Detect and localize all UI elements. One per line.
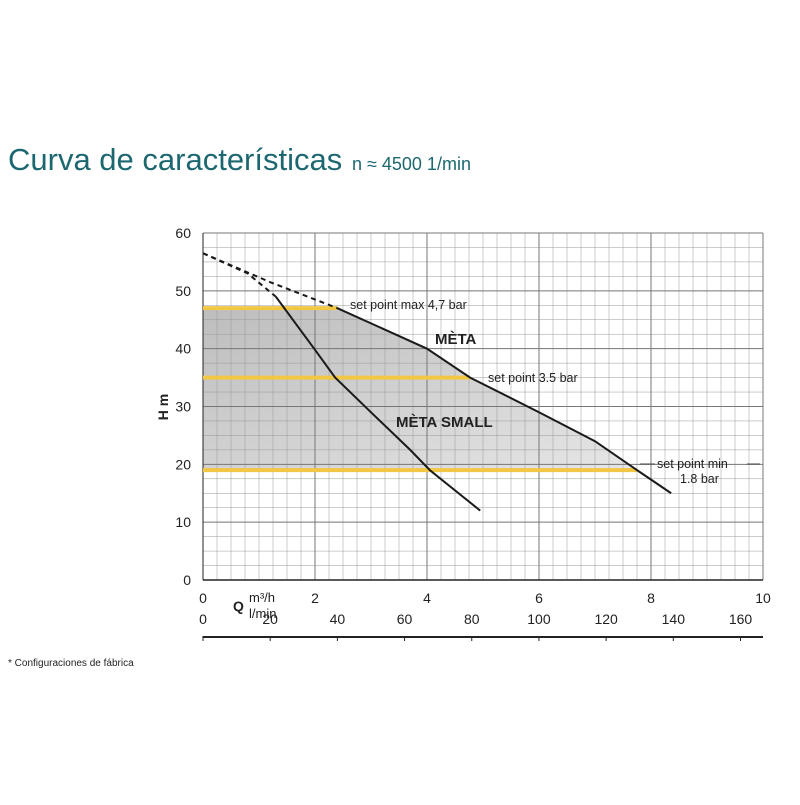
series-label: MÈTA <box>435 331 477 348</box>
x-unit: m³/h <box>249 590 275 605</box>
y-tick-label: 40 <box>175 341 191 357</box>
operating-area <box>203 308 637 471</box>
x-tick-label: 4 <box>423 590 431 606</box>
x2-unit: l/min <box>249 606 276 621</box>
chart-title: Curva de características <box>8 142 342 177</box>
series-label: MÈTA SMALL <box>396 414 493 431</box>
y-tick-label: 50 <box>175 283 191 299</box>
x2-tick-label: 60 <box>397 611 413 627</box>
y-tick-label: 0 <box>183 572 191 588</box>
y-tick-label: 60 <box>175 225 191 241</box>
y-axis-label: H m <box>155 394 171 420</box>
x2-tick-label: 100 <box>527 611 551 627</box>
x-tick-label: 10 <box>755 590 771 606</box>
x2-tick-label: 40 <box>330 611 346 627</box>
curve <box>274 296 481 512</box>
x-tick-label: 0 <box>199 590 207 606</box>
y-tick-label: 10 <box>175 514 191 530</box>
x-axis-label: Q <box>233 598 244 614</box>
curve <box>202 252 277 298</box>
x2-tick-label: 160 <box>729 611 753 627</box>
x2-tick-label: 20 <box>262 611 278 627</box>
set-point-label: set point 3.5 bar <box>488 371 578 385</box>
set-point-label: set point max 4,7 bar <box>350 298 467 312</box>
y-tick-label: 20 <box>175 456 191 472</box>
footnote: * Configuraciones de fábrica <box>8 658 134 669</box>
chart-subtitle: n ≈ 4500 1/min <box>352 154 471 174</box>
set-point-label: 1.8 bar <box>680 472 719 486</box>
x2-tick-label: 0 <box>199 611 207 627</box>
x-tick-label: 8 <box>647 590 655 606</box>
x2-tick-label: 140 <box>662 611 686 627</box>
curve <box>202 252 338 310</box>
x-tick-label: 2 <box>311 590 319 606</box>
x-tick-label: 6 <box>535 590 543 606</box>
x2-tick-label: 120 <box>594 611 618 627</box>
curve <box>336 307 672 495</box>
x2-tick-label: 80 <box>464 611 480 627</box>
y-tick-label: 30 <box>175 399 191 415</box>
set-point-label: set point min <box>657 457 728 471</box>
